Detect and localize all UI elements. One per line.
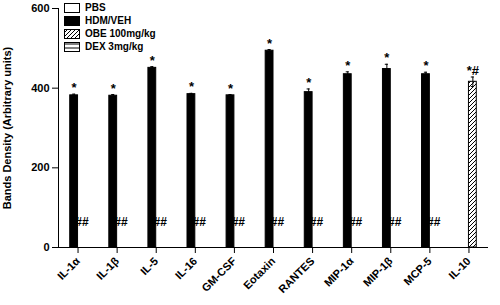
html-text:OBE 100mg/kg: OBE 100mg/kg: [85, 28, 156, 39]
html-text:HDM/VEH: HDM/VEH: [85, 15, 132, 26]
svg-text:*: *: [423, 58, 429, 73]
svg-text:200: 200: [31, 161, 49, 173]
svg-text:##: ##: [193, 215, 207, 229]
svg-text:600: 600: [31, 2, 49, 14]
svg-text:*: *: [267, 36, 273, 51]
svg-text:*: *: [150, 53, 156, 68]
svg-text:MCP-5: MCP-5: [401, 255, 434, 288]
svg-text:*: *: [111, 81, 117, 96]
svg-text:##: ##: [153, 215, 167, 229]
svg-text:##: ##: [114, 215, 128, 229]
svg-text:GM-CSF: GM-CSF: [199, 255, 238, 294]
svg-text:##: ##: [310, 215, 324, 229]
svg-text:##: ##: [271, 215, 285, 229]
svg-text:*: *: [189, 79, 195, 94]
svg-text:*: *: [72, 80, 78, 95]
svg-text:##: ##: [232, 215, 246, 229]
svg-text:IL-10: IL-10: [446, 255, 473, 282]
svg-text:400: 400: [31, 82, 49, 94]
svg-text:Bands Density (Arbitrary units: Bands Density (Arbitrary units): [1, 46, 13, 209]
svg-text:RANTES: RANTES: [276, 255, 316, 295]
svg-text:*#: *#: [467, 63, 480, 78]
svg-text:##: ##: [75, 215, 89, 229]
svg-text:##: ##: [388, 215, 402, 229]
svg-text:0: 0: [43, 241, 49, 253]
svg-text:*: *: [345, 58, 351, 73]
svg-text:*: *: [228, 81, 234, 96]
svg-text:IL-5: IL-5: [138, 255, 160, 277]
html-text:DEX 3mg/kg: DEX 3mg/kg: [85, 41, 144, 52]
svg-text:MIP-1β: MIP-1β: [361, 255, 395, 289]
svg-text:MIP-1α: MIP-1α: [322, 255, 356, 289]
svg-text:*: *: [384, 50, 390, 65]
svg-text:IL-16: IL-16: [173, 255, 200, 282]
svg-text:##: ##: [427, 215, 441, 229]
svg-text:##: ##: [349, 215, 363, 229]
svg-text:IL-1α: IL-1α: [55, 255, 82, 282]
svg-text:Eotaxin: Eotaxin: [241, 255, 278, 292]
svg-text:IL-1β: IL-1β: [94, 255, 121, 282]
svg-text:*: *: [306, 75, 312, 90]
html-text:PBS: PBS: [85, 2, 106, 13]
